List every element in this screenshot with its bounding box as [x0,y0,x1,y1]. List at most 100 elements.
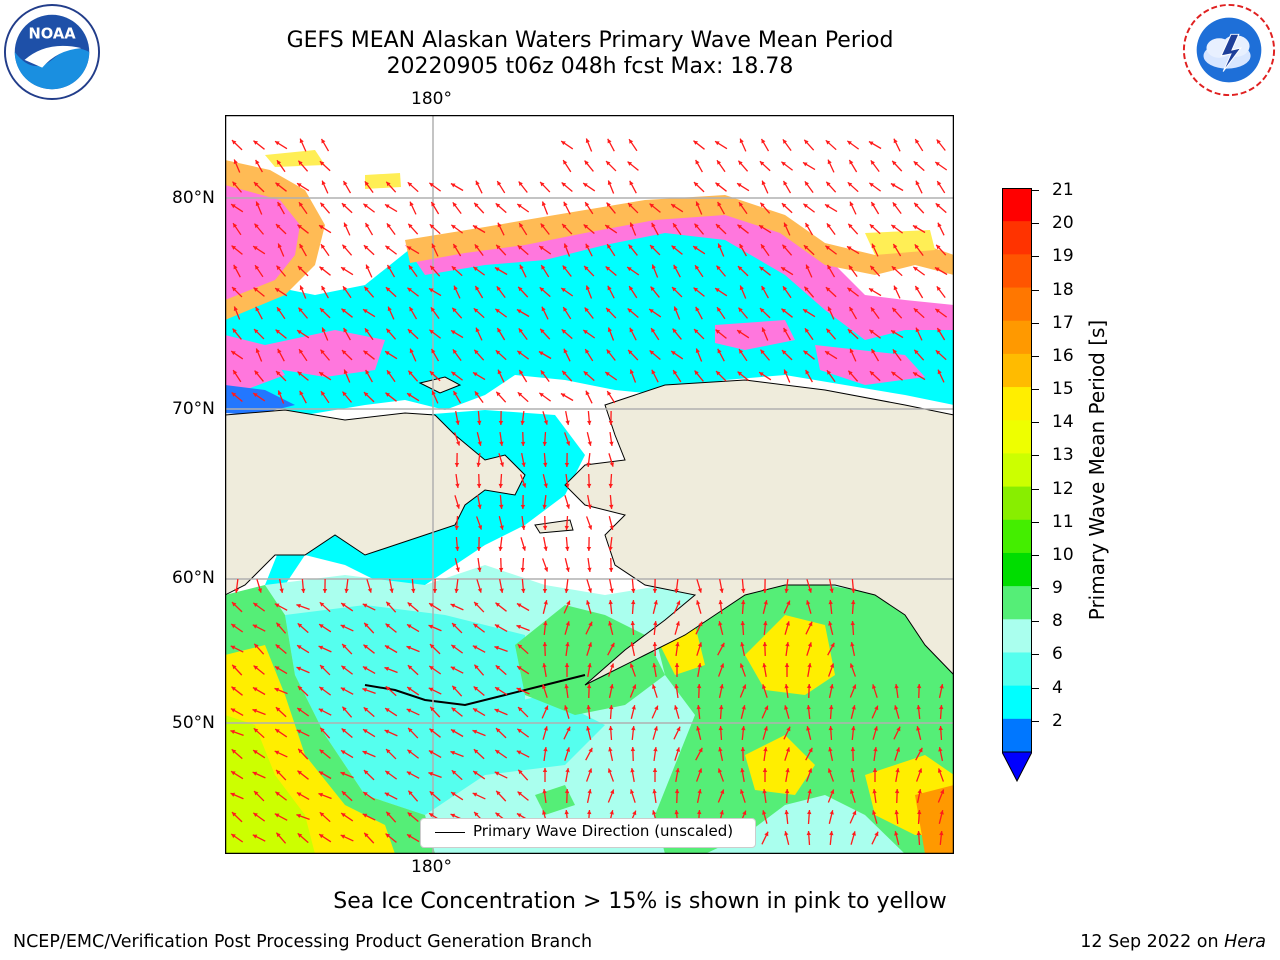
wave-direction-arrowhead [587,768,593,773]
wave-direction-arrowhead [497,181,502,186]
wave-direction-arrowhead [890,330,896,335]
wave-direction-arrowhead [233,223,238,228]
wave-direction-arrowhead [428,624,434,629]
wave-direction-arrowhead [718,621,723,626]
wave-direction-arrowhead [429,371,435,376]
wave-direction-arrowhead [454,525,459,530]
colorbar-tick-label: 6 [1052,644,1063,665]
wave-direction-arrowhead [341,728,347,733]
wave-direction-arrowhead [652,588,658,593]
wave-direction-arrowhead [849,348,854,354]
colorbar-tick-mark [1032,223,1039,225]
wave-direction-arrowhead [385,623,391,628]
wave-direction-arrowhead [455,441,461,446]
wave-direction-arrowhead [560,393,566,398]
wave-direction-arrowhead [319,225,324,230]
wave-direction-arrowhead [936,244,941,250]
wave-direction-arrowhead [365,369,370,375]
wave-direction-arrowhead [719,810,724,815]
wave-direction-arrowhead [716,265,721,271]
wave-direction-arrowhead [318,708,324,713]
wave-direction-arrowhead [277,201,282,207]
wave-direction-arrowhead [803,245,809,250]
wave-direction-arrowhead [406,645,412,650]
wave-direction-arrowhead [606,307,611,313]
wave-direction-arrowhead [408,727,413,733]
wave-direction-arrowhead [275,182,280,187]
wave-direction-arrowhead [783,327,788,333]
wave-direction-arrowhead [806,831,811,836]
wave-direction-arrowhead [607,285,612,291]
wave-direction-arrowhead [697,642,703,647]
wave-direction-arrowhead [913,266,918,272]
wave-direction-arrowhead [629,369,634,374]
wave-direction-arrowhead [871,201,876,207]
wave-direction-arrowhead [627,267,632,272]
wave-direction-arrowhead [231,833,236,839]
wave-direction-arrowhead [852,684,857,690]
wave-direction-arrowhead [473,623,478,628]
wave-direction-arrowhead [384,204,390,209]
wave-direction-arrowhead [583,224,589,229]
wave-direction-arrowhead [762,588,768,593]
wave-direction-arrowhead [784,684,789,689]
wave-direction-arrowhead [296,666,302,671]
wave-direction-arrowhead [914,202,919,208]
wave-direction-arrowhead [649,309,654,314]
wave-direction-arrowhead [609,663,615,668]
wave-direction-arrowhead [913,308,919,313]
wave-direction-arrowhead [587,504,592,509]
wave-direction-arrowhead [761,327,766,333]
wave-direction-arrowhead [784,831,789,836]
wave-direction-arrowhead [299,243,304,249]
wave-direction-arrowhead [318,771,324,776]
wave-direction-arrowhead [715,182,720,187]
wave-direction-arrowhead [852,810,857,816]
wave-direction-arrowhead [850,642,855,647]
wave-direction-arrowhead [342,706,347,712]
wave-direction-arrowhead [274,603,280,608]
wave-direction-arrowhead [564,810,569,815]
wave-direction-arrowhead [319,812,325,817]
wave-direction-arrowhead [543,747,548,752]
wave-direction-arrowhead [674,810,679,815]
wave-direction-arrowhead [806,705,811,710]
wave-direction-arrowhead [519,264,524,270]
wave-direction-arrowhead [520,567,525,572]
wave-direction-arrowhead [494,624,500,629]
wave-direction-arrowhead [499,462,504,467]
wave-direction-arrowhead [363,707,369,712]
colorbar-tick-label: 19 [1052,246,1074,267]
wave-direction-arrowhead [386,601,391,607]
wave-direction-arrowhead [498,546,503,551]
wave-direction-arrowhead [296,603,301,609]
wave-direction-arrowhead [629,789,635,794]
wave-direction-arrowhead [565,621,570,626]
wave-direction-arrowhead [830,642,835,648]
wave-direction-arrowhead [830,789,835,795]
wave-direction-arrowhead [474,244,479,249]
wave-direction-arrowhead [869,371,875,376]
wave-direction-arrowhead [385,351,390,356]
wave-direction-arrowhead [319,602,325,607]
wave-direction-arrowhead [696,684,702,689]
colorbar-tick-label: 10 [1052,544,1074,565]
wave-direction-arrowhead [475,285,480,291]
footer-date: 12 Sep 2022 on Hera [1080,932,1266,952]
wave-direction-arrowhead [872,789,877,794]
wave-direction-arrowhead [740,621,745,626]
wave-direction-arrowhead [386,749,391,754]
wave-direction-arrowhead [587,588,592,593]
wave-direction-arrowhead [517,350,522,356]
wave-direction-arrowhead [341,203,347,208]
wave-direction-arrowhead [474,202,479,208]
wave-direction-arrowhead [362,603,368,608]
wave-direction-arrowhead [495,203,501,208]
wave-direction-arrowhead [429,728,434,733]
wave-direction-arrowhead [363,245,369,250]
wave-direction-arrowhead [252,771,258,776]
wave-direction-arrowhead [497,222,502,228]
wave-direction-arrowhead [564,789,570,794]
wave-direction-arrowhead [848,223,853,229]
wave-direction-arrowhead [629,139,634,144]
